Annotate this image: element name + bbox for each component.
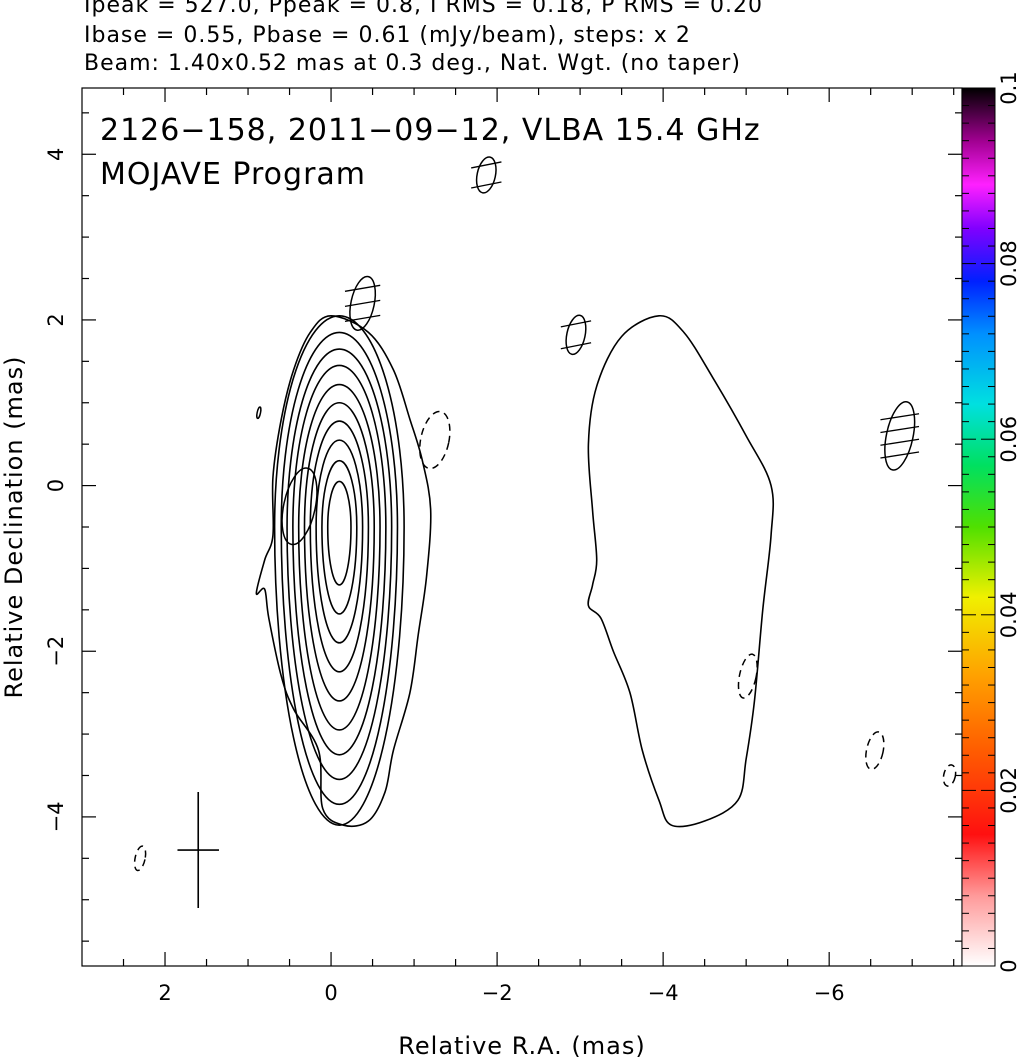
colorbar-tick-label: 0.1 [997, 71, 1021, 104]
colorbar-tick-label: 0 [997, 959, 1021, 972]
y-axis-label: Relative Declination (mas) [0, 355, 28, 698]
polarization-contour [587, 314, 775, 828]
y-tick-label: −2 [44, 636, 68, 667]
small-contour-5 [281, 467, 318, 546]
evpa-tick [560, 320, 592, 328]
y-tick-label: 0 [44, 479, 68, 492]
core-contour-6 [303, 402, 376, 701]
x-tick-label: 2 [158, 981, 171, 1005]
small-contour-group [133, 156, 957, 872]
negative-contour-10 [942, 764, 957, 787]
core-contour-3 [286, 348, 393, 780]
evpa-tick [471, 181, 502, 189]
plot-title-line-2: MOJAVE Program [100, 157, 366, 192]
negative-contour-9 [865, 731, 885, 771]
evpa-tick [880, 413, 920, 421]
core-contour-1 [273, 315, 405, 826]
colorbar-tick-label: 0.06 [997, 416, 1021, 463]
evpa-tick [560, 342, 592, 350]
y-tick-label: −4 [44, 801, 68, 832]
colorbar-tick-label: 0.08 [997, 240, 1021, 287]
core-contour-9 [321, 460, 358, 615]
evpa-tick [471, 161, 502, 169]
small-contour-4 [884, 400, 916, 471]
axis-ticks [82, 88, 962, 966]
colorbar-tick-label: 0.02 [997, 767, 1021, 814]
header-line-2: Ibase = 0.55, Pbase = 0.61 (mJy/beam), s… [84, 23, 691, 48]
header-line-1: Ipeak = 527.0, Ppeak = 0.8, I RMS = 0.18… [84, 0, 763, 18]
evpa-tick [344, 299, 381, 307]
x-tick-label: −2 [482, 981, 513, 1005]
core-contour-5 [297, 383, 381, 731]
outer-contour [255, 314, 432, 828]
beam-marker [177, 792, 219, 909]
core-contour-2 [280, 331, 399, 806]
y-tick-labels: −4 −2 0 2 4 [44, 148, 68, 833]
core-contour-4 [292, 365, 387, 756]
evpa-tick [880, 451, 920, 459]
colorbar-ticks: 0 0.02 0.04 0.06 0.08 0.1 [962, 71, 1021, 973]
colorbar-tick-label: 0.04 [997, 591, 1021, 638]
small-contour-1 [349, 275, 377, 331]
x-tick-label: −4 [648, 981, 679, 1005]
negative-contour-7 [419, 410, 451, 470]
evpa-tick [344, 284, 381, 292]
evpa-tick [880, 425, 920, 434]
x-axis-label: Relative R.A. (mas) [398, 1032, 645, 1060]
contour-group [255, 314, 775, 828]
core-contour-7 [309, 420, 370, 673]
x-tick-labels: 2 0 −2 −4 −6 [158, 981, 844, 1005]
plot-title-line-1: 2126−158, 2011−09−12, VLBA 15.4 GHz [100, 113, 761, 148]
core-contour-8 [315, 439, 364, 644]
y-tick-label: 4 [44, 148, 68, 161]
core-contour-10 [326, 480, 352, 586]
x-tick-label: −6 [814, 981, 845, 1005]
header-line-3: Beam: 1.40x0.52 mas at 0.3 deg., Nat. Wg… [84, 51, 741, 76]
plot-frame [81, 87, 963, 967]
evpa-tick [344, 314, 381, 323]
small-contour-3 [565, 314, 587, 356]
negative-contour-11 [133, 845, 147, 872]
small-contour-2 [475, 156, 497, 194]
negative-contour-8 [737, 653, 758, 699]
small-contour-6 [256, 406, 262, 420]
x-tick-label: 0 [324, 981, 337, 1005]
evpa-tick [880, 438, 920, 446]
y-tick-label: 2 [44, 313, 68, 326]
